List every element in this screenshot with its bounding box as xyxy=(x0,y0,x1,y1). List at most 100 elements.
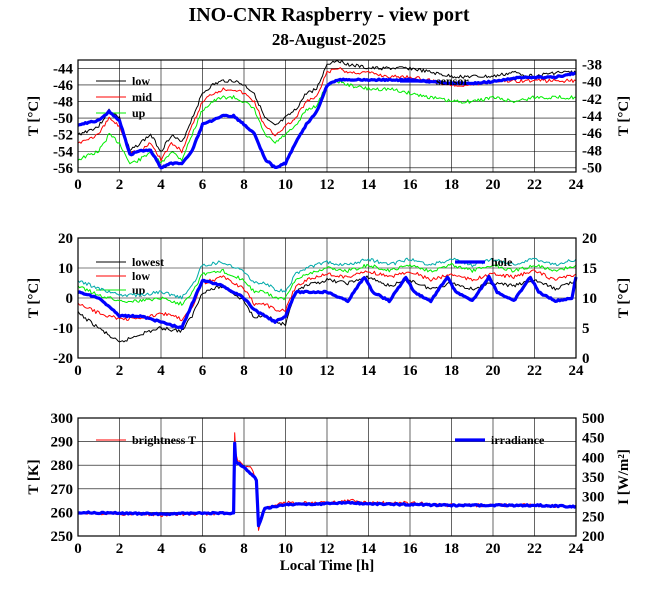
x-tick-label: 6 xyxy=(199,541,207,557)
y-tick-label: -52 xyxy=(53,128,73,144)
y-tick-label: 10 xyxy=(58,261,73,277)
y2-tick-label: -48 xyxy=(582,143,602,159)
y-tick-label: 290 xyxy=(51,435,74,451)
y-tick-label: 280 xyxy=(51,458,74,474)
x-tick-label: 22 xyxy=(527,363,542,379)
x-tick-label: 12 xyxy=(320,177,335,193)
x-tick-label: 10 xyxy=(278,177,293,193)
y-axis-label: T [°C] xyxy=(26,278,42,318)
series-line-extra xyxy=(77,257,577,300)
series-line-sensor xyxy=(77,71,577,170)
x-tick-label: 18 xyxy=(444,363,459,379)
legend-label: sensor xyxy=(436,74,469,88)
y2-tick-label: 350 xyxy=(582,470,605,486)
x-tick-label: 8 xyxy=(240,541,248,557)
y-tick-label: -10 xyxy=(53,321,73,337)
x-tick-label: 22 xyxy=(527,177,542,193)
figure-title: INO-CNR Raspberry - view port xyxy=(188,4,469,26)
y2-tick-label: 250 xyxy=(582,509,605,525)
x-tick-label: 4 xyxy=(157,177,165,193)
x-tick-label: 12 xyxy=(320,541,335,557)
y-tick-label: 250 xyxy=(51,529,74,545)
x-tick-label: 14 xyxy=(361,541,377,557)
y-tick-label: -54 xyxy=(53,144,73,160)
x-tick-label: 0 xyxy=(74,177,82,193)
series-line-hole xyxy=(77,274,578,330)
y-tick-label: -46 xyxy=(53,78,73,94)
y2-tick-label: 15 xyxy=(582,261,597,277)
y2-tick-label: 200 xyxy=(582,529,605,545)
y-tick-label: 300 xyxy=(51,411,74,427)
legend-label: low xyxy=(132,74,150,88)
y-tick-label: 260 xyxy=(51,505,74,521)
x-tick-label: 16 xyxy=(403,541,419,557)
series-line-low xyxy=(77,269,577,322)
legend-label: mid xyxy=(132,90,152,104)
series-line-up xyxy=(77,262,577,306)
x-tick-label: 0 xyxy=(74,541,82,557)
legend-label: low xyxy=(132,269,150,283)
x-tick-label: 24 xyxy=(569,541,585,557)
x-tick-label: 22 xyxy=(527,541,542,557)
y2-tick-label: -38 xyxy=(582,57,602,73)
y2-tick-label: -50 xyxy=(582,161,602,177)
y2-tick-label: 10 xyxy=(582,291,597,307)
figure-subtitle: 28-August-2025 xyxy=(272,30,386,49)
x-tick-label: 10 xyxy=(278,541,293,557)
x-tick-label: 2 xyxy=(116,541,124,557)
y-tick-label: -50 xyxy=(53,111,73,127)
plot-frame xyxy=(77,417,577,537)
legend-label: irradiance xyxy=(491,433,545,447)
x-tick-label: 10 xyxy=(278,363,293,379)
x-tick-label: 20 xyxy=(486,541,501,557)
x-tick-label: 2 xyxy=(116,363,124,379)
y2-axis-label: T [°C] xyxy=(616,278,632,318)
series-line-irradiance xyxy=(77,441,577,528)
x-tick-label: 8 xyxy=(240,363,248,379)
y-tick-label: -20 xyxy=(53,351,73,367)
x-tick-label: 2 xyxy=(116,177,124,193)
y2-tick-label: -44 xyxy=(582,109,602,125)
y-axis-label: T [°C] xyxy=(26,96,42,136)
x-tick-label: 6 xyxy=(199,177,207,193)
x-tick-label: 14 xyxy=(361,177,377,193)
x-tick-label: 14 xyxy=(361,363,377,379)
legend-label: lowest xyxy=(132,255,164,269)
plot-frame xyxy=(77,237,577,359)
y-tick-label: 270 xyxy=(51,482,74,498)
x-tick-label: 6 xyxy=(199,363,207,379)
x-tick-label: 4 xyxy=(157,363,165,379)
x-tick-label: 18 xyxy=(444,177,459,193)
y2-tick-label: 400 xyxy=(582,450,605,466)
x-tick-label: 8 xyxy=(240,177,248,193)
series-line-low xyxy=(77,59,577,153)
x-tick-label: 12 xyxy=(320,363,335,379)
x-tick-label: 4 xyxy=(157,541,165,557)
y-axis-label: T [K] xyxy=(26,459,42,494)
x-tick-label: 16 xyxy=(403,177,419,193)
y-tick-label: 0 xyxy=(66,291,74,307)
legend-label: up xyxy=(132,106,146,120)
y-tick-label: 20 xyxy=(58,231,73,247)
y2-axis-label: T [°C] xyxy=(616,96,632,136)
y2-tick-label: 500 xyxy=(582,411,605,427)
legend-label: brightness T xyxy=(132,433,196,447)
x-tick-label: 16 xyxy=(403,363,419,379)
y2-tick-label: 5 xyxy=(582,321,590,337)
x-tick-label: 24 xyxy=(569,363,585,379)
y2-tick-label: 0 xyxy=(582,351,590,367)
y-tick-label: -56 xyxy=(53,161,73,177)
x-tick-label: 0 xyxy=(74,363,82,379)
y2-tick-label: -46 xyxy=(582,126,602,142)
y2-tick-label: 300 xyxy=(582,490,605,506)
y2-tick-label: 20 xyxy=(582,231,597,247)
plot-frame xyxy=(77,59,577,173)
y2-tick-label: -40 xyxy=(582,75,602,91)
y2-tick-label: -42 xyxy=(582,92,602,108)
x-tick-label: 20 xyxy=(486,177,501,193)
x-tick-label: 20 xyxy=(486,363,501,379)
